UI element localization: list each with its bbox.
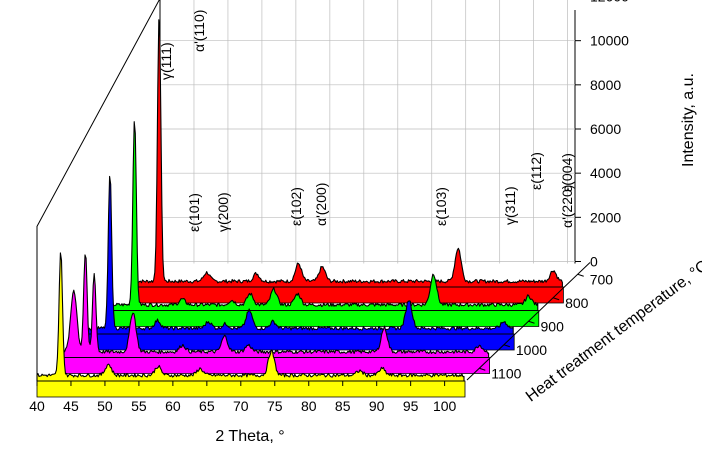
x-axis: 40 45 50 55 60 65 70 75 80 85 90 95 100 [29,380,465,414]
series-base-900 [85,333,515,351]
z-tick-label: 1000 [516,342,547,358]
peak-label: α'(220) [559,185,575,228]
x-tick-label: 80 [301,398,317,414]
series-area-1100 [36,252,465,382]
x-tick-label: 40 [29,398,45,414]
x-tick-label: 100 [433,398,457,414]
series-base-800 [110,310,540,327]
y-tick-label: 10000 [590,33,629,49]
series-layer [36,19,564,398]
peak-label: ε(103) [433,187,449,226]
x-axis-title: 2 Theta, ° [215,428,284,445]
x-tick-label: 90 [369,398,385,414]
x-tick-label: 75 [267,398,283,414]
y-axis: 0 2000 4000 6000 8000 10000 12000 [575,0,629,270]
y-tick-label: 6000 [590,121,621,137]
peak-label: ε(004) [559,153,575,192]
x-tick-label: 45 [63,398,79,414]
series-area-700 [134,19,563,288]
x-tick-label: 50 [97,398,113,414]
x-tick-label: 65 [199,398,215,414]
back-grid [160,0,575,264]
series-area-800 [110,121,539,312]
peak-label: ε(102) [288,187,304,226]
peak-label: α'(200) [313,183,329,226]
y-tick-label: 12000 [590,0,629,5]
series-800 [110,121,540,327]
y-tick-label: 4000 [590,165,621,181]
series-900 [85,175,515,351]
z-tick-label: 800 [565,295,589,311]
peak-label: α'(110) [191,10,207,52]
y-tick-label: 8000 [590,77,621,93]
peak-label: ε(101) [186,193,202,232]
z-tick-label: 900 [541,318,565,334]
series-base-700 [135,286,564,304]
y-axis-title: Intensity, a.u. [680,73,697,167]
z-tick-label: 700 [590,271,614,287]
x-tick-label: 70 [233,398,249,414]
series-700 [134,19,564,304]
peak-label: γ(200) [215,192,231,232]
peak-labels: γ(111) α'(110) ε(101) γ(200) ε(102) α'(200) ε(… [158,10,575,232]
peak-label: ε(112) [528,152,544,190]
x-tick-label: 85 [335,398,351,414]
x-tick-label: 95 [403,398,419,414]
y-tick-label: 0 [590,254,598,270]
series-area-1000 [61,254,490,359]
peak-label: γ(111) [158,42,174,80]
series-base-1100 [36,380,466,398]
x-tick-label: 55 [131,398,147,414]
x-tick-label: 60 [165,398,181,414]
series-area-900 [85,175,514,335]
peak-label: γ(311) [502,186,518,225]
z-tick-label: 1100 [491,365,521,381]
y-tick-label: 2000 [590,209,621,225]
